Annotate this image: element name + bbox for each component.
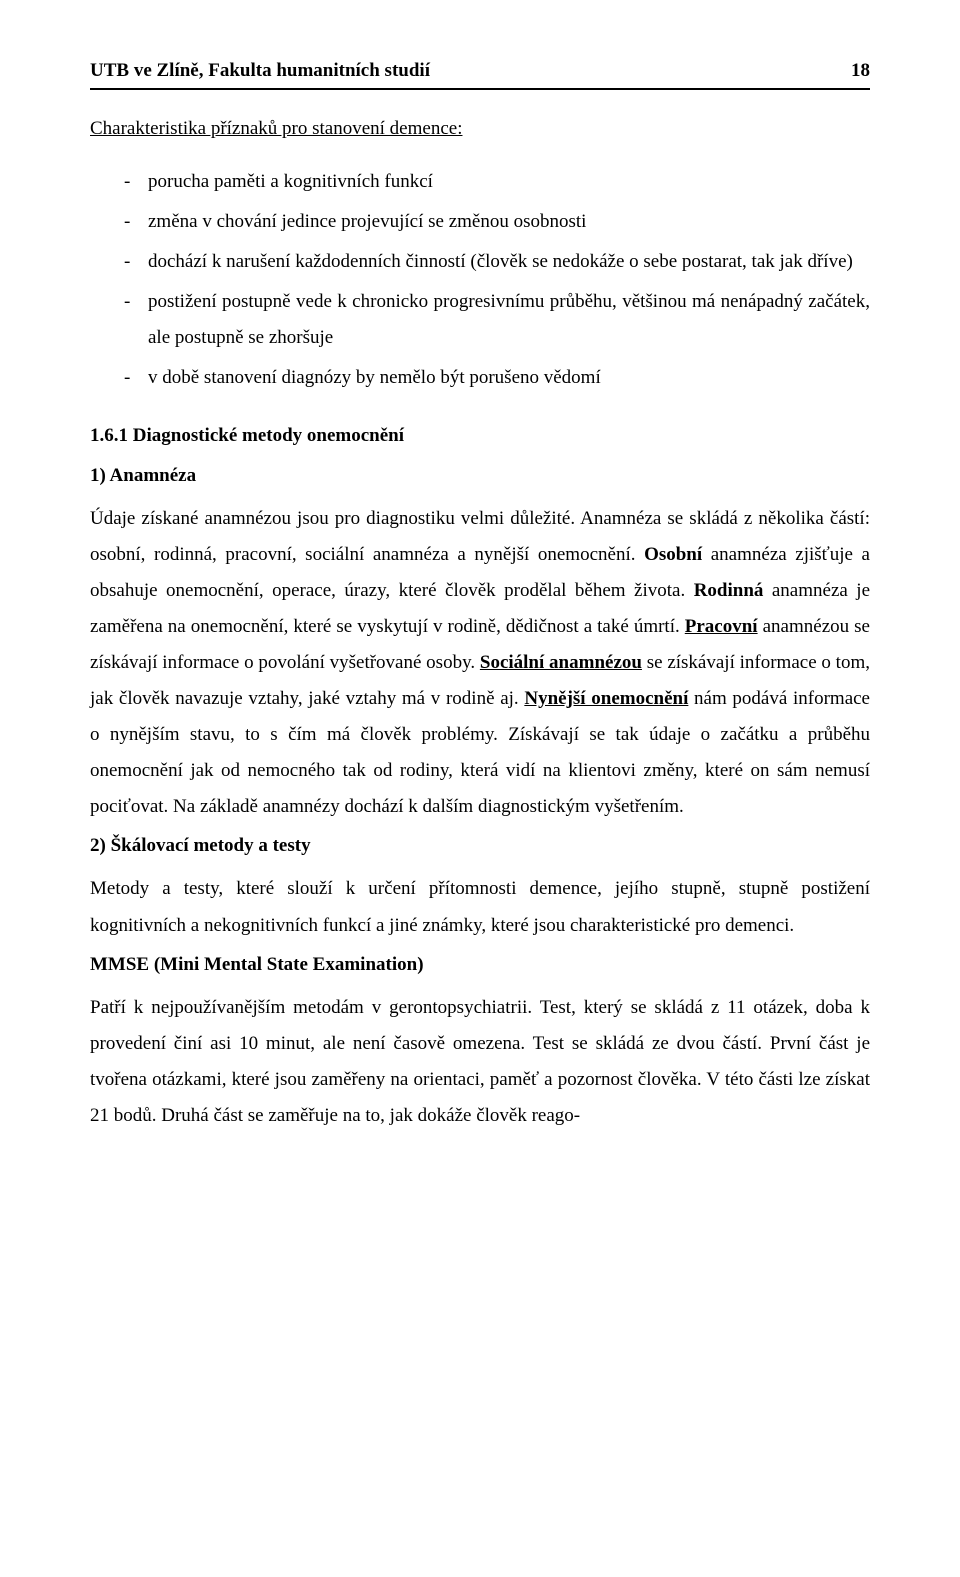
list-item: v době stanovení diagnózy by nemělo být … [148, 360, 870, 396]
header-rule [90, 88, 870, 90]
section-title: Charakteristika příznaků pro stanovení d… [90, 118, 870, 140]
heading-1-6-1: 1.6.1 Diagnostické metody onemocnění [90, 425, 870, 447]
list-item: změna v chování jedince projevující se z… [148, 204, 870, 240]
page: UTB ve Zlíně, Fakulta humanitních studií… [0, 0, 960, 1204]
list-item: porucha paměti a kognitivních funkcí [148, 164, 870, 200]
page-header: UTB ve Zlíně, Fakulta humanitních studií… [90, 60, 870, 82]
para-mmse: Patří k nejpoužívanějším metodám v geron… [90, 990, 870, 1134]
list-item: dochází k narušení každodenních činností… [148, 244, 870, 280]
heading-skalovaci: 2) Škálovací metody a testy [90, 835, 870, 857]
heading-anamneza: 1) Anamnéza [90, 465, 870, 487]
list-item: postižení postupně vede k chronicko prog… [148, 284, 870, 356]
page-number: 18 [851, 60, 870, 82]
bullet-list: porucha paměti a kognitivních funkcí změ… [90, 164, 870, 397]
heading-mmse: MMSE (Mini Mental State Examination) [90, 954, 870, 976]
header-left: UTB ve Zlíně, Fakulta humanitních studií [90, 60, 430, 82]
para-skalovaci: Metody a testy, které slouží k určení př… [90, 871, 870, 943]
para-anamneza: Údaje získané anamnézou jsou pro diagnos… [90, 501, 870, 826]
